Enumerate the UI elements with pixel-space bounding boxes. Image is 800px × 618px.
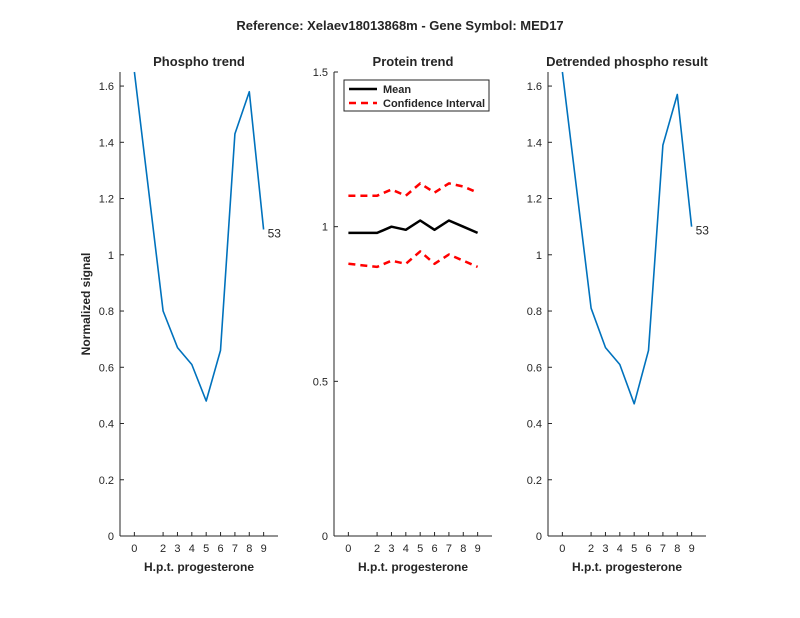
detrended-phospho-x-tick-label: 0 <box>559 543 565 555</box>
protein-trend-y-tick-label: 0 <box>322 531 328 543</box>
protein-trend-series-line-1 <box>348 182 479 197</box>
protein-trend-legend: Mean Confidence Interval <box>343 79 490 112</box>
protein-trend-x-tick-label: 2 <box>374 543 380 555</box>
detrended-phospho-x-tick-label: 8 <box>674 543 680 555</box>
detrended-phospho-y-tick-label: 1.6 <box>527 81 542 93</box>
protein-trend-x-tick-label: 7 <box>446 543 452 555</box>
protein-trend-series-line-2 <box>348 250 479 269</box>
phospho-trend-y-tick-label: 0.2 <box>99 475 114 487</box>
phospho-trend-y-tick-label: 1.6 <box>99 81 114 93</box>
phospho-trend-x-tick-label: 2 <box>160 543 166 555</box>
detrended-phospho-y-tick-label: 0 <box>536 531 542 543</box>
protein-trend-y-tick-label: 1.5 <box>313 67 328 79</box>
detrended-phospho-y-tick-label: 1 <box>536 250 542 262</box>
detrended-phospho-series-line-0 <box>561 71 693 405</box>
phospho-trend-x-tick-label: 6 <box>217 543 223 555</box>
protein-trend-x-tick-label: 8 <box>460 543 466 555</box>
phospho-trend-y-tick-label: 0.4 <box>99 419 114 431</box>
detrended-phospho-y-tick-label: 0.2 <box>527 475 542 487</box>
detrended-phospho-x-tick-label: 5 <box>631 543 637 555</box>
detrended-phospho-end-label: 53 <box>696 224 710 238</box>
detrended-phospho-title: Detrended phospho result <box>546 54 708 69</box>
detrended-phospho-x-tick-label: 2 <box>588 543 594 555</box>
detrended-phospho-y-tick-label: 0.4 <box>527 419 542 431</box>
phospho-trend-panel: Phospho trend H.p.t. progesterone Normal… <box>79 54 281 574</box>
protein-trend-y-tick-label: 0.5 <box>313 376 328 388</box>
detrended-phospho-x-tick-label: 3 <box>602 543 608 555</box>
detrended-phospho-xlabel: H.p.t. progesterone <box>572 560 682 574</box>
detrended-phospho-y-tick-label: 0.8 <box>527 306 542 318</box>
phospho-trend-x-tick-label: 0 <box>131 543 137 555</box>
phospho-trend-x-tick-label: 7 <box>232 543 238 555</box>
protein-trend-xlabel: H.p.t. progesterone <box>358 560 468 574</box>
protein-trend-x-tick-label: 9 <box>475 543 481 555</box>
protein-trend-title: Protein trend <box>373 54 454 69</box>
protein-trend-x-tick-label: 4 <box>403 543 409 555</box>
legend-mean-label: Mean <box>383 84 411 96</box>
protein-trend-series-line-0 <box>348 219 479 235</box>
phospho-trend-x-tick-label: 8 <box>246 543 252 555</box>
phospho-trend-y-tick-label: 0 <box>108 531 114 543</box>
phospho-trend-x-tick-label: 3 <box>174 543 180 555</box>
detrended-phospho-x-tick-label: 4 <box>617 543 623 555</box>
phospho-trend-end-label: 53 <box>268 226 282 240</box>
phospho-trend-x-tick-label: 9 <box>261 543 267 555</box>
phospho-trend-y-tick-label: 1.4 <box>99 137 114 149</box>
protein-trend-x-tick-label: 0 <box>345 543 351 555</box>
detrended-phospho-panel: Detrended phospho result H.p.t. progeste… <box>527 54 710 574</box>
detrended-phospho-x-tick-label: 9 <box>689 543 695 555</box>
legend-box <box>343 79 490 112</box>
detrended-phospho-y-tick-label: 0.6 <box>527 362 542 374</box>
detrended-phospho-y-tick-label: 1.2 <box>527 194 542 206</box>
phospho-trend-x-tick-label: 5 <box>203 543 209 555</box>
legend-ci-label: Confidence Interval <box>383 98 485 110</box>
phospho-trend-xlabel: H.p.t. progesterone <box>144 560 254 574</box>
phospho-trend-x-tick-label: 4 <box>189 543 195 555</box>
phospho-trend-y-tick-label: 1 <box>108 250 114 262</box>
figure-suptitle: Reference: Xelaev18013868m - Gene Symbol… <box>236 18 563 33</box>
phospho-trend-y-tick-label: 0.6 <box>99 362 114 374</box>
phospho-trend-y-tick-label: 0.8 <box>99 306 114 318</box>
phospho-trend-series-line-0 <box>133 71 265 402</box>
protein-trend-x-tick-label: 3 <box>388 543 394 555</box>
protein-trend-x-tick-label: 6 <box>431 543 437 555</box>
detrended-phospho-y-tick-label: 1.4 <box>527 137 542 149</box>
protein-trend-x-tick-label: 5 <box>417 543 423 555</box>
phospho-trend-y-tick-label: 1.2 <box>99 194 114 206</box>
detrended-phospho-x-tick-label: 7 <box>660 543 666 555</box>
phospho-trend-ylabel: Normalized signal <box>79 253 93 356</box>
detrended-phospho-x-tick-label: 6 <box>645 543 651 555</box>
phospho-trend-title: Phospho trend <box>153 54 245 69</box>
protein-trend-y-tick-label: 1 <box>322 222 328 234</box>
